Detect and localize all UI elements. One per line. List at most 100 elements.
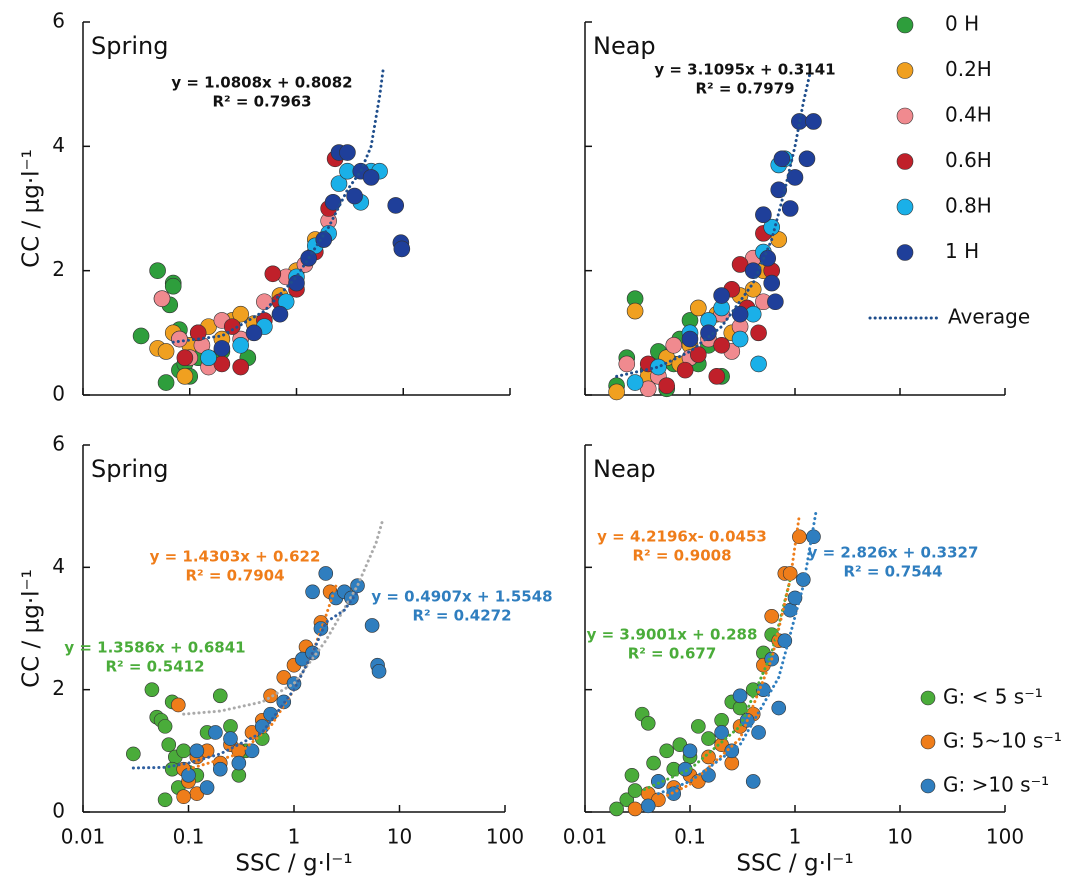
data-point [126, 746, 141, 762]
data-point [153, 290, 171, 307]
data-point [713, 287, 730, 304]
data-point [157, 374, 175, 391]
fit-line [656, 513, 801, 802]
data-point [339, 144, 356, 161]
legend-marker [896, 198, 914, 216]
data-point [263, 706, 278, 722]
data-point [164, 277, 182, 295]
data-point [176, 789, 191, 805]
data-point [208, 725, 223, 740]
fit-line [171, 67, 385, 344]
fit-r2: R² = 0.7963 [212, 93, 311, 111]
x-tick-label: 10 [387, 825, 412, 849]
legend-marker [896, 107, 914, 125]
data-point [157, 343, 175, 360]
data-point [806, 529, 821, 545]
data-point [362, 169, 380, 186]
fit-line [656, 507, 818, 796]
data-point [232, 336, 249, 354]
data-point [745, 774, 761, 789]
data-point [223, 719, 238, 734]
y-tick-label: 2 [52, 257, 65, 281]
data-point [713, 336, 730, 354]
data-point [387, 197, 405, 214]
data-point [626, 374, 644, 391]
x-tick-label: 10 [887, 825, 912, 849]
data-point [171, 330, 188, 348]
data-point [764, 608, 780, 624]
data-point [732, 700, 748, 716]
legend-label: G: < 5 s⁻¹ [943, 685, 1043, 709]
data-point [640, 798, 656, 814]
data-point [798, 150, 816, 168]
fit-line [131, 590, 360, 770]
data-point [315, 231, 333, 248]
data-point [771, 700, 787, 716]
data-point [781, 200, 799, 217]
data-point [658, 377, 676, 394]
panel-title: Spring [91, 32, 168, 60]
x-axis-label: SSC / g·l⁻¹ [736, 851, 853, 877]
y-tick-label: 6 [52, 432, 65, 456]
fit-line [615, 70, 812, 378]
x-tick-label: 0.01 [563, 825, 608, 849]
fit-equation: y = 1.4303x + 0.622 [150, 548, 321, 566]
panel-title: Spring [91, 455, 168, 483]
data-point [170, 697, 186, 713]
data-point [157, 792, 173, 808]
data-point [682, 743, 698, 759]
legend-label: 0.8H [945, 194, 992, 218]
data-point [755, 206, 772, 224]
data-point [232, 358, 249, 376]
fit-line [182, 516, 385, 716]
data-point [724, 755, 740, 771]
data-point [144, 682, 160, 697]
legend-marker [896, 153, 914, 170]
data-point [744, 262, 762, 279]
data-point [700, 324, 717, 342]
legend-marker [920, 778, 936, 794]
data-point [676, 361, 694, 379]
fit-r2: R² = 0.5412 [105, 658, 204, 676]
y-tick-label: 4 [52, 133, 65, 157]
data-point [690, 299, 707, 317]
data-point [714, 712, 729, 728]
data-point [254, 719, 270, 734]
x-tick-label: 0.01 [61, 825, 106, 849]
fit-equation: y = 3.1095x + 0.3141 [654, 61, 835, 79]
fit-equation: y = 2.826x + 0.3327 [808, 544, 979, 562]
data-point [751, 725, 766, 740]
data-point [176, 349, 194, 367]
data-point [244, 743, 260, 759]
data-point [232, 305, 249, 323]
data-point [650, 358, 667, 376]
data-point [231, 767, 247, 783]
y-tick-label: 6 [52, 9, 65, 33]
legend-marker [920, 734, 936, 750]
fit-r2: R² = 0.7544 [843, 563, 942, 581]
data-point [263, 688, 278, 704]
panel-title: Neap [593, 455, 656, 483]
data-point [256, 293, 273, 311]
legend-marker [896, 244, 914, 261]
fit-equation: y = 1.0808x + 0.8082 [171, 74, 352, 92]
x-tick-label: 100 [486, 825, 524, 849]
data-point [231, 755, 247, 771]
y-axis-label: CC / μg·l⁻¹ [19, 149, 45, 268]
data-point [318, 566, 334, 581]
data-point [346, 187, 363, 205]
data-point [681, 330, 699, 348]
legend-label: 1 H [945, 239, 979, 263]
data-point [371, 664, 387, 679]
data-point [691, 719, 706, 734]
legend-marker [896, 62, 914, 79]
legend-label: Average [948, 305, 1030, 329]
fit-equation: y = 1.3586x + 0.6841 [64, 639, 245, 657]
legend-label: 0.2H [945, 57, 992, 81]
data-point [609, 801, 624, 817]
data-point [646, 755, 661, 771]
data-point [364, 618, 380, 633]
data-point [189, 324, 207, 342]
data-point [223, 731, 238, 746]
